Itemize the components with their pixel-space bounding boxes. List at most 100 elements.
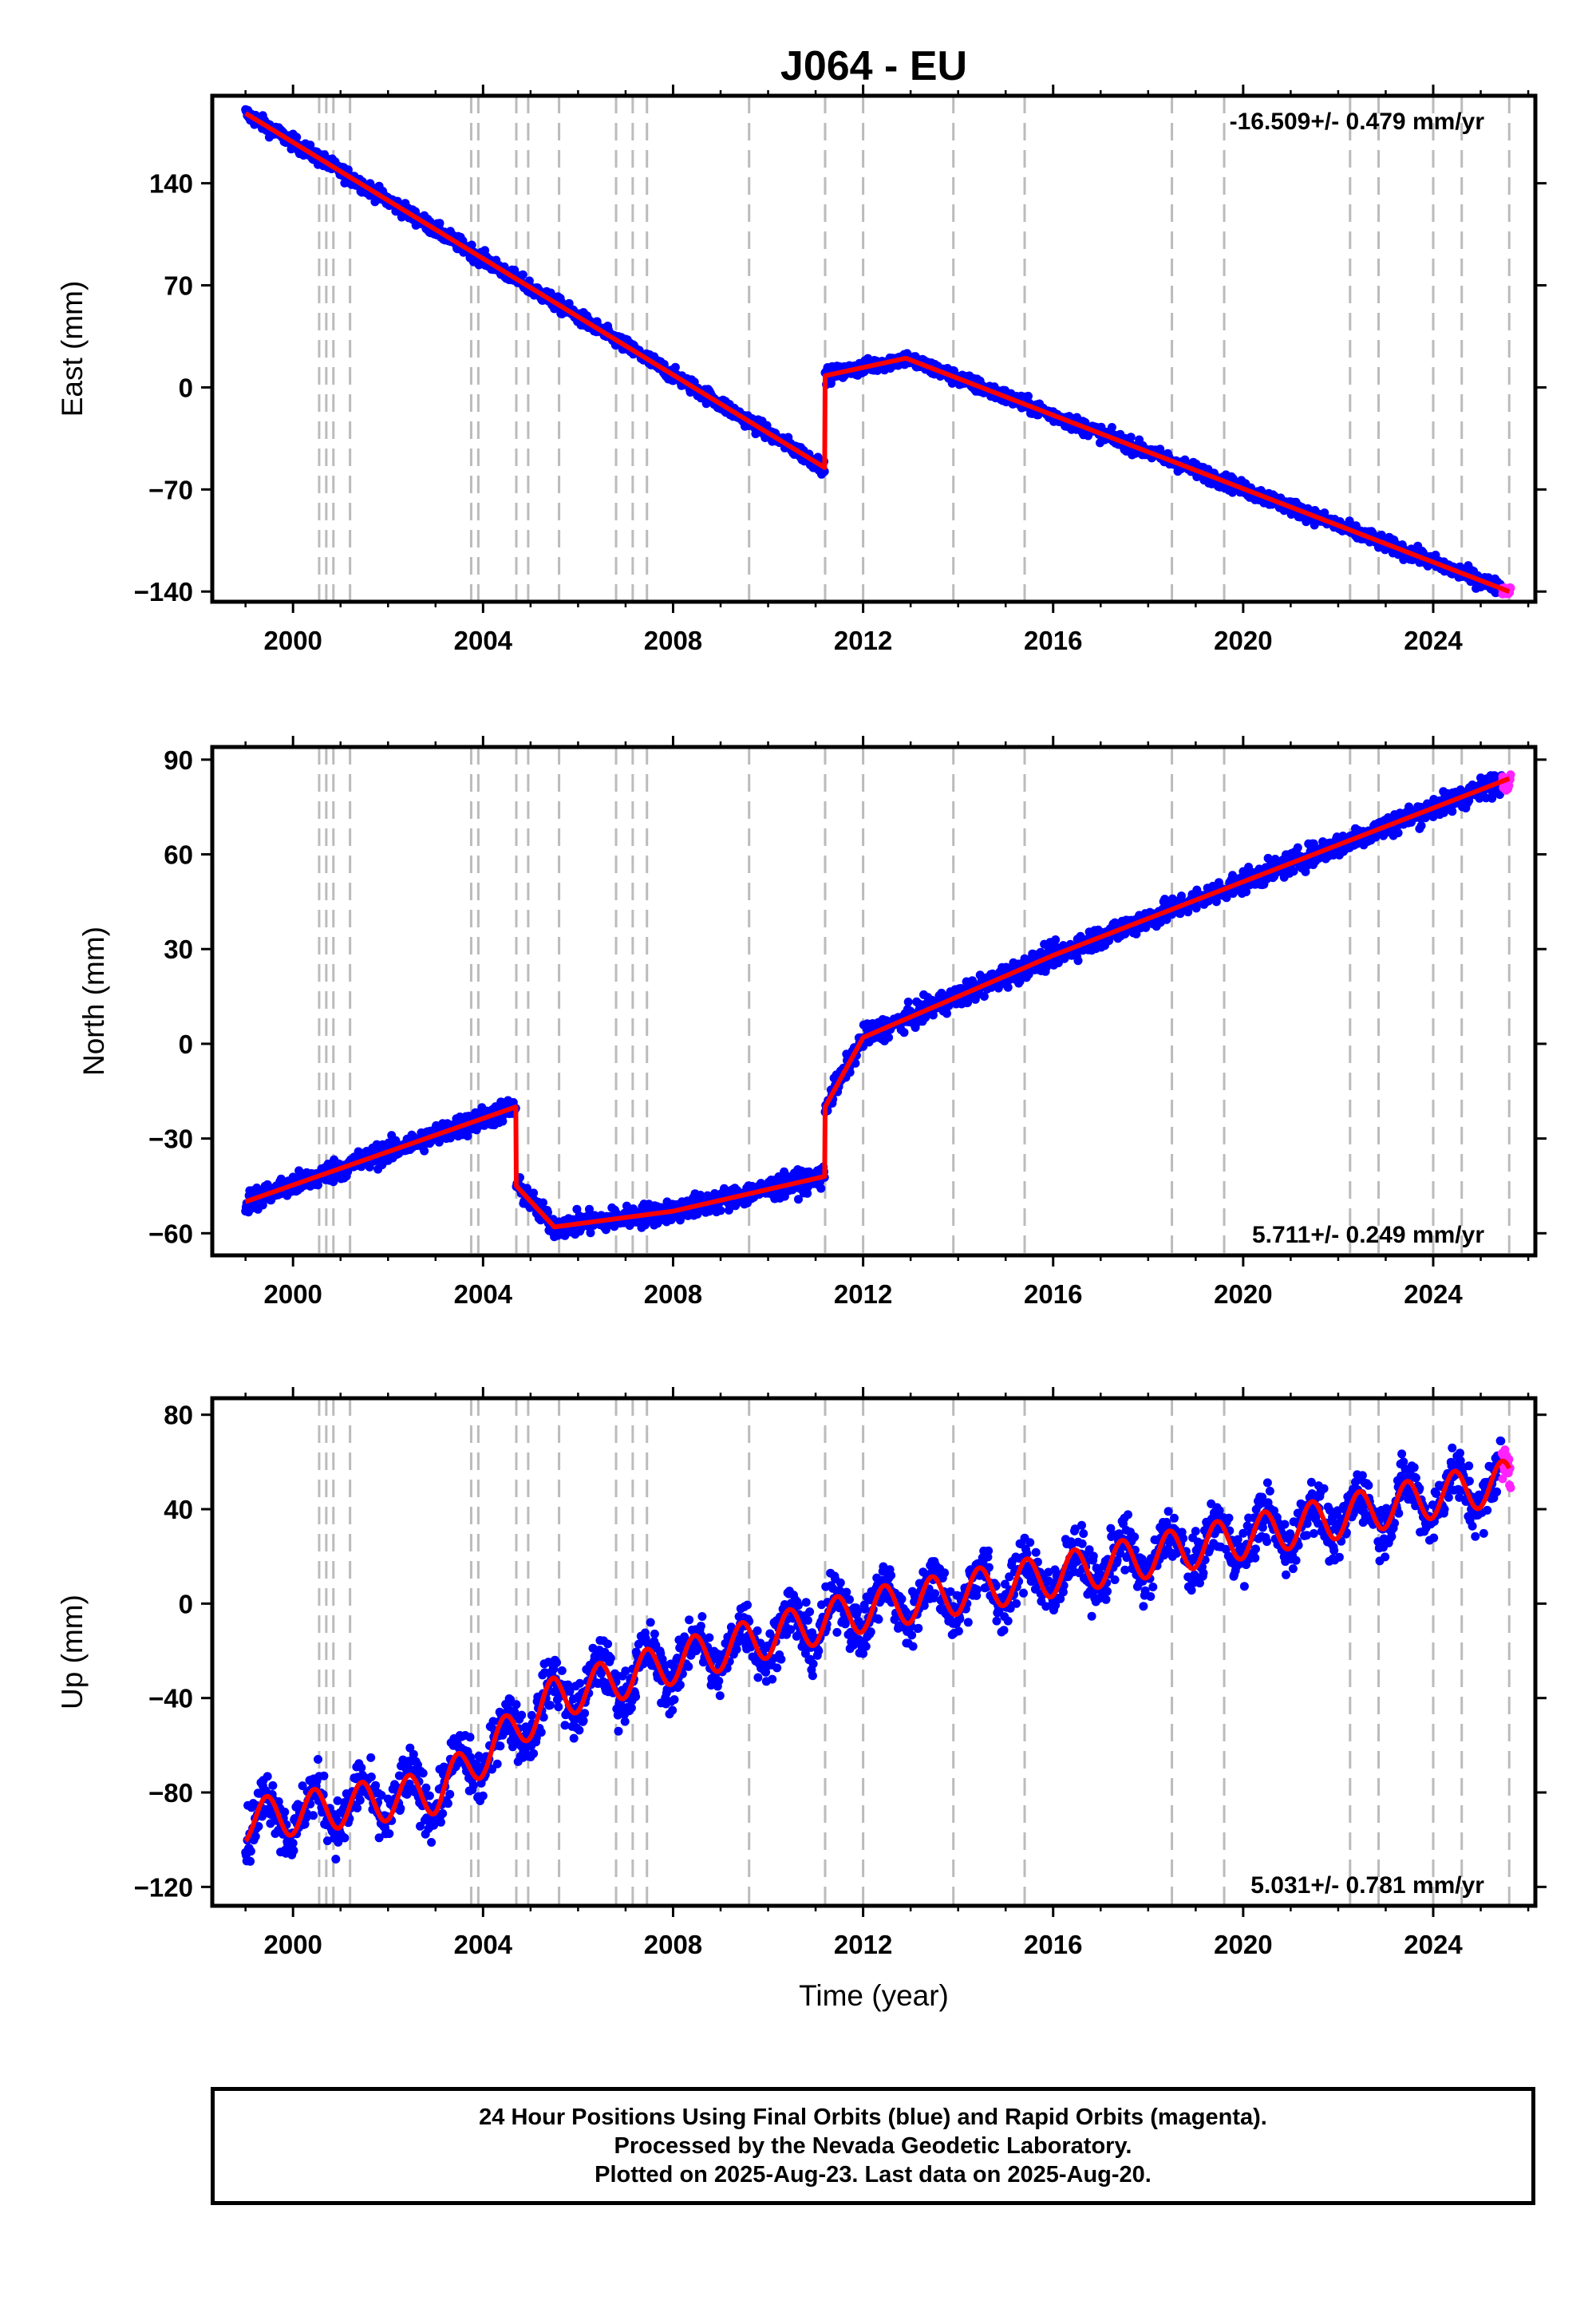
final-orbit-point — [942, 1009, 951, 1018]
y-tick-label: 70 — [164, 271, 193, 301]
x-tick-label: 2000 — [263, 1279, 322, 1309]
final-orbit-point — [716, 1206, 725, 1215]
y-tick-label: 60 — [164, 840, 193, 870]
final-orbit-point — [586, 1228, 595, 1238]
final-orbit-point — [527, 1710, 536, 1720]
velocity-rate-label: -16.509+/- 0.479 mm/yr — [1230, 109, 1485, 135]
final-orbit-point — [314, 1755, 322, 1764]
final-orbit-point — [340, 1833, 350, 1843]
y-tick-label: −140 — [134, 577, 193, 607]
final-orbit-point — [268, 1780, 278, 1790]
final-orbit-point — [371, 1780, 381, 1790]
x-tick-label: 2008 — [644, 626, 702, 655]
final-orbit-point — [512, 1700, 521, 1709]
final-orbit-point — [438, 1808, 448, 1818]
break-lines — [318, 1398, 1511, 1906]
x-tick-label: 2016 — [1024, 1279, 1082, 1309]
final-orbit-point — [331, 1855, 341, 1863]
final-orbit-point — [445, 1789, 455, 1799]
data-points — [241, 1436, 1515, 1866]
plot-frame — [210, 745, 1538, 1258]
final-orbit-point — [263, 1772, 272, 1781]
final-orbit-point — [899, 1028, 909, 1037]
x-tick-label: 2016 — [1024, 626, 1082, 655]
final-orbit-point — [1003, 982, 1013, 992]
final-orbit-point — [467, 240, 476, 250]
final-orbit-point — [319, 1771, 329, 1780]
final-orbit-point — [1051, 935, 1061, 944]
final-orbit-point — [1416, 821, 1426, 831]
break-lines — [318, 96, 1511, 602]
final-orbit-point — [246, 1856, 255, 1866]
y-tick-label: 90 — [164, 745, 193, 775]
final-orbit-point — [421, 1783, 431, 1792]
final-orbit-point — [492, 1759, 502, 1769]
final-orbit-point — [903, 998, 913, 1006]
final-orbit-point — [246, 1847, 255, 1856]
panel-east: 2000 2004 2008 2012 2016 2020 2024 −140 −70 0 70 14… — [56, 85, 1547, 655]
x-tick-label: 2020 — [1214, 1279, 1272, 1309]
final-orbit-point — [366, 1773, 376, 1781]
chart-title: J064 - EU — [780, 43, 967, 89]
x-tick-label: 2012 — [834, 1279, 892, 1309]
y-tick-label: 0 — [179, 373, 193, 402]
final-orbit-point — [435, 219, 444, 228]
x-tick-label: 2008 — [644, 1279, 702, 1309]
y-tick-label: −30 — [148, 1124, 193, 1154]
final-orbit-point — [478, 1791, 488, 1800]
final-orbit-point — [468, 1780, 478, 1790]
final-orbit-point — [539, 1198, 547, 1207]
final-orbit-point — [309, 1811, 318, 1820]
panel-north: 2000 2004 2008 2012 2016 2020 2024 −60 −30 0 30 60 9… — [77, 736, 1547, 1309]
final-orbit-point — [443, 1799, 452, 1808]
final-orbit-point — [437, 1817, 445, 1827]
final-orbit-point — [816, 1184, 826, 1193]
final-orbit-point — [1393, 828, 1403, 838]
y-tick-label: 30 — [164, 935, 193, 964]
final-orbit-point — [289, 1846, 298, 1856]
final-orbit-point — [820, 467, 829, 476]
final-orbit-point — [1073, 956, 1083, 966]
final-orbit-point — [529, 1749, 539, 1758]
x-tick-label: 2024 — [1404, 1279, 1463, 1309]
final-orbit-point — [884, 1033, 894, 1042]
x-tick-label: 2020 — [1214, 626, 1272, 655]
y-tick-label: −70 — [148, 475, 193, 504]
data-points — [241, 770, 1515, 1242]
x-tick-label: 2012 — [834, 626, 892, 655]
final-orbit-point — [420, 1146, 429, 1156]
final-orbit-point — [670, 362, 680, 372]
y-axis-label: East (mm) — [56, 281, 89, 417]
y-tick-label: 140 — [149, 169, 193, 199]
model-fit-line — [243, 111, 1511, 595]
data-points — [241, 105, 1515, 599]
final-orbit-point — [357, 1763, 366, 1773]
x-tick-label: 2004 — [454, 626, 513, 655]
final-orbit-point — [517, 1710, 527, 1720]
final-orbit-point — [465, 1733, 475, 1742]
y-axis-label: North (mm) — [77, 927, 110, 1076]
final-orbit-point — [385, 1829, 394, 1839]
final-orbit-point — [427, 1838, 437, 1847]
final-orbit-point — [288, 1839, 298, 1848]
x-tick-label: 2004 — [454, 1279, 513, 1309]
velocity-rate-label: 5.711+/- 0.249 mm/yr — [1252, 1222, 1484, 1248]
final-orbit-point — [292, 132, 302, 142]
final-orbit-point — [418, 1769, 428, 1778]
final-orbit-point — [1126, 433, 1136, 442]
x-tick-label: 2024 — [1404, 626, 1463, 655]
panel-up: 2000 2004 2008 2012 2016 2020 2024−120−80−4004… — [56, 1387, 1547, 2012]
final-orbit-point — [425, 1791, 434, 1800]
x-tick-label: 2000 — [263, 626, 322, 655]
final-orbit-point — [280, 1808, 290, 1816]
final-orbit-point — [1293, 843, 1302, 852]
final-orbit-point — [314, 1180, 322, 1190]
final-orbit-point — [518, 270, 527, 279]
final-orbit-point — [1191, 903, 1201, 913]
y-tick-label: −60 — [148, 1219, 193, 1248]
final-orbit-point — [353, 1804, 362, 1812]
final-orbit-point — [496, 1741, 505, 1751]
y-tick-label: 0 — [179, 1030, 193, 1059]
final-orbit-point — [355, 1796, 365, 1805]
